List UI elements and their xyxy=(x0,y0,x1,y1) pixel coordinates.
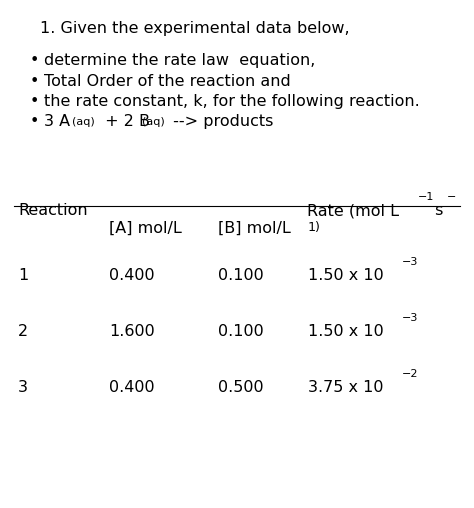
Text: 1. Given the experimental data below,: 1. Given the experimental data below, xyxy=(40,21,350,37)
Text: −2: −2 xyxy=(402,369,419,379)
Text: Rate (mol L: Rate (mol L xyxy=(307,203,399,218)
Text: 1.600: 1.600 xyxy=(109,324,155,339)
Text: 0.100: 0.100 xyxy=(218,268,264,283)
Text: --> products: --> products xyxy=(168,114,273,130)
Text: −1: −1 xyxy=(418,192,435,202)
Text: 2: 2 xyxy=(18,324,28,339)
Text: •: • xyxy=(29,94,39,109)
Text: Reaction: Reaction xyxy=(18,203,88,218)
Text: −3: −3 xyxy=(402,313,419,323)
Text: 1): 1) xyxy=(307,221,320,234)
Text: (aq): (aq) xyxy=(72,117,95,127)
Text: + 2 B: + 2 B xyxy=(100,114,155,130)
Text: 3 A: 3 A xyxy=(44,114,75,130)
Text: 1: 1 xyxy=(18,268,28,283)
Text: [A] mol/L: [A] mol/L xyxy=(109,221,182,236)
Text: −3: −3 xyxy=(402,257,419,267)
Text: 3: 3 xyxy=(18,380,28,395)
Text: 0.100: 0.100 xyxy=(218,324,264,339)
Text: •: • xyxy=(29,74,39,89)
Text: 1.50 x 10: 1.50 x 10 xyxy=(308,268,384,283)
Text: 0.500: 0.500 xyxy=(218,380,264,395)
Text: Total Order of the reaction and: Total Order of the reaction and xyxy=(44,74,291,89)
Text: 3.75 x 10: 3.75 x 10 xyxy=(308,380,383,395)
Text: s: s xyxy=(430,203,444,218)
Text: [B] mol/L: [B] mol/L xyxy=(218,221,291,236)
Text: determine the rate law  equation,: determine the rate law equation, xyxy=(44,53,315,69)
Text: −: − xyxy=(447,192,456,202)
Text: 1.50 x 10: 1.50 x 10 xyxy=(308,324,384,339)
Text: •: • xyxy=(29,53,39,69)
Text: 0.400: 0.400 xyxy=(109,268,155,283)
Text: (aq): (aq) xyxy=(142,117,165,127)
Text: •: • xyxy=(29,114,39,130)
Text: the rate constant, k, for the following reaction.: the rate constant, k, for the following … xyxy=(44,94,419,109)
Text: 0.400: 0.400 xyxy=(109,380,155,395)
